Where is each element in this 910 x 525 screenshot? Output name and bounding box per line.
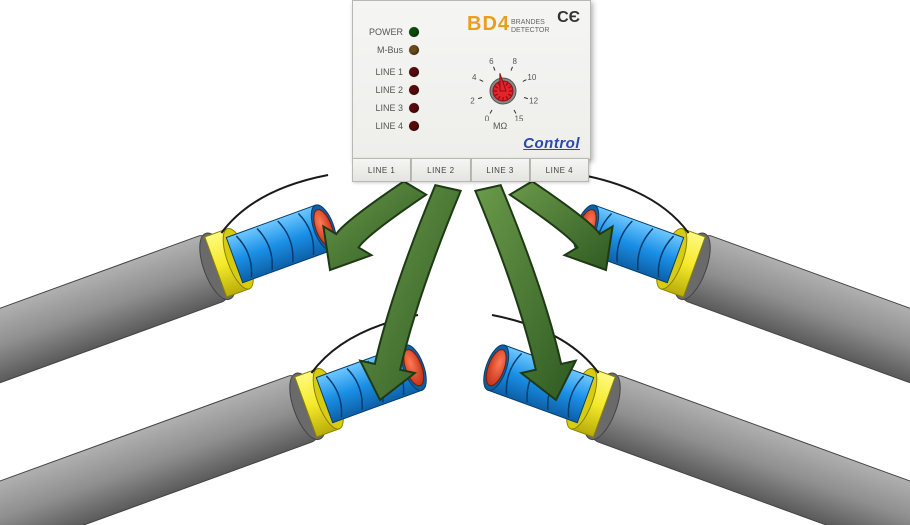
sensitivity-dial[interactable]: 0 2 4 6 8 10 12 15 <box>468 51 538 121</box>
led-label: LINE 2 <box>361 85 403 95</box>
led-row-power: POWER <box>361 25 419 39</box>
device-face: BD4 BRANDES DETECTOR CЄ POWER M-Bus LINE 1… <box>352 0 591 160</box>
dial-unit-label: MΩ <box>493 121 507 131</box>
brand-logo: Control <box>523 135 580 153</box>
tab-line2: LINE 2 <box>411 158 470 182</box>
led-row-line2: LINE 2 <box>361 83 419 97</box>
pipes-group <box>0 172 910 525</box>
led-row-m-bus: M-Bus <box>361 43 419 57</box>
led-indicator-icon <box>409 27 419 37</box>
svg-text:2: 2 <box>470 96 475 105</box>
led-row-line3: LINE 3 <box>361 101 419 115</box>
led-indicator-icon <box>409 45 419 55</box>
led-label: LINE 4 <box>361 121 403 131</box>
tab-line3: LINE 3 <box>471 158 530 182</box>
led-indicator-icon <box>409 121 419 131</box>
line-tabs: LINE 1LINE 2LINE 3LINE 4 <box>352 158 589 182</box>
tab-line4: LINE 4 <box>530 158 589 182</box>
svg-text:4: 4 <box>472 73 477 82</box>
device-subtitle: BRANDES DETECTOR <box>511 19 549 34</box>
ce-mark: CЄ <box>557 9 580 27</box>
arrows-group <box>323 181 612 400</box>
svg-text:8: 8 <box>512 57 517 66</box>
led-indicator-icon <box>409 103 419 113</box>
led-label: LINE 1 <box>361 67 403 77</box>
svg-text:10: 10 <box>527 73 536 82</box>
svg-text:6: 6 <box>489 57 494 66</box>
led-row-line1: LINE 1 <box>361 65 419 79</box>
led-label: POWER <box>361 27 403 37</box>
detector-device: BD4 BRANDES DETECTOR CЄ POWER M-Bus LINE 1… <box>352 0 589 183</box>
svg-text:15: 15 <box>515 115 524 121</box>
led-label: LINE 3 <box>361 103 403 113</box>
device-title: BD4 <box>467 13 510 36</box>
svg-text:12: 12 <box>529 96 538 105</box>
led-indicator-icon <box>409 67 419 77</box>
led-indicator-icon <box>409 85 419 95</box>
led-row-line4: LINE 4 <box>361 119 419 133</box>
led-label: M-Bus <box>361 45 403 55</box>
tab-line1: LINE 1 <box>352 158 411 182</box>
svg-text:0: 0 <box>485 115 490 121</box>
